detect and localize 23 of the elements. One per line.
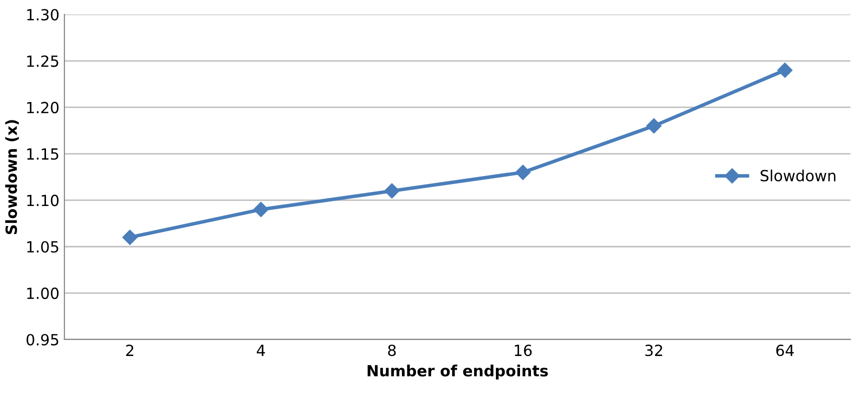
y-tick-label: 1.10 xyxy=(27,194,59,206)
point xyxy=(777,62,792,78)
x-tick-label: 2 xyxy=(126,344,134,356)
x-tick-label: 16 xyxy=(514,344,532,356)
point xyxy=(515,164,530,180)
x-tick-label: 4 xyxy=(256,344,265,356)
y-axis-title: Slowdown (x) xyxy=(5,120,19,234)
point xyxy=(646,118,662,134)
y-tick-label: 1.15 xyxy=(27,148,58,160)
x-tick-label: 8 xyxy=(388,344,396,356)
y-tick-label: 0.95 xyxy=(26,334,58,346)
x-tick-label: 32 xyxy=(645,344,662,356)
x-tick-label: 64 xyxy=(776,344,794,356)
x-axis-title: Number of endpoints xyxy=(368,364,548,380)
y-tick-label: 1.20 xyxy=(27,102,59,114)
point xyxy=(253,202,268,218)
point xyxy=(384,183,400,198)
legend-label: Slowdown xyxy=(760,170,836,182)
y-tick-label: 1.30 xyxy=(27,8,59,21)
y-tick-label: 1.00 xyxy=(27,288,59,300)
y-tick-label: 1.05 xyxy=(27,241,58,253)
point xyxy=(122,230,138,245)
y-tick-label: 1.25 xyxy=(27,55,58,67)
